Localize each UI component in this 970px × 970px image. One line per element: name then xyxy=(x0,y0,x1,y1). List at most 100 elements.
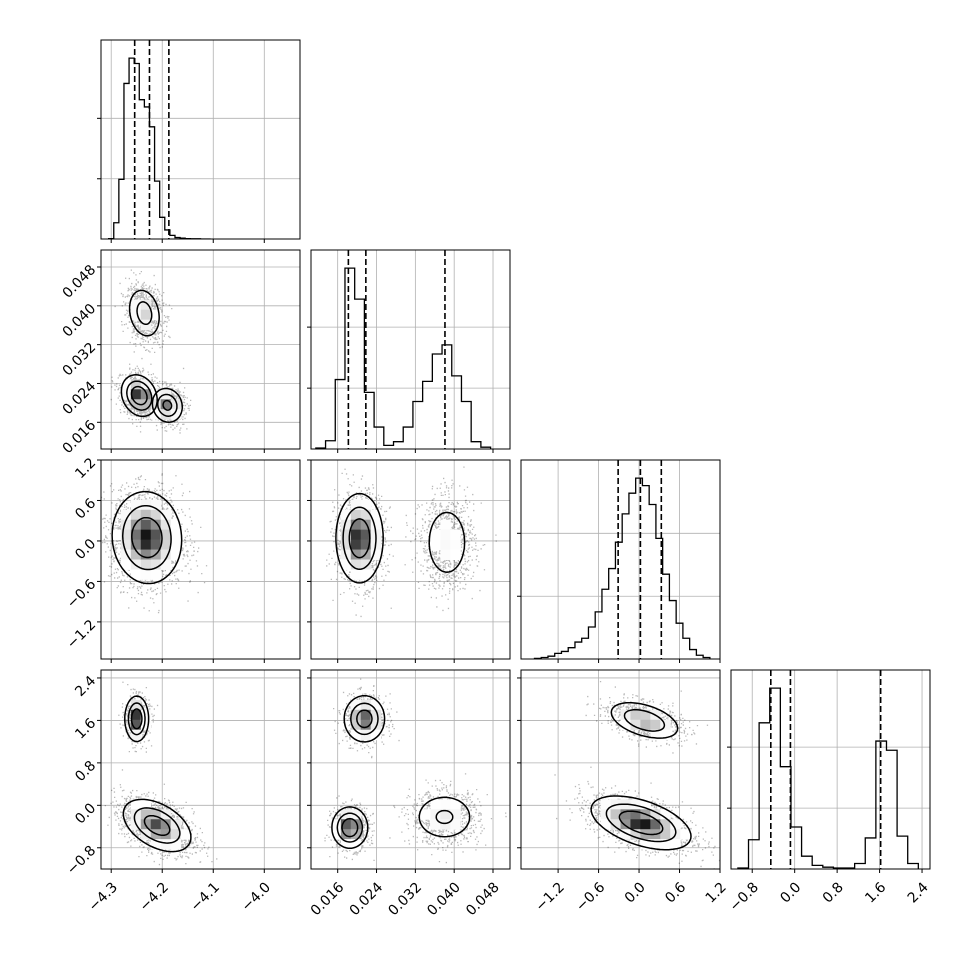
density-cell xyxy=(350,549,362,560)
density-panel-3-0: −0.8 0.0 0.8 1.6 2.4 −4.3 −4.2 −4.1 −4.0 xyxy=(64,669,301,915)
density-cell xyxy=(640,709,651,721)
histogram-bars xyxy=(533,477,711,659)
density-cell xyxy=(640,839,651,850)
y-tick-label: 0.032 xyxy=(60,340,100,380)
histogram-panel-3: −0.8 0.0 0.8 1.6 2.4 xyxy=(727,669,932,915)
y-tick-label: 2.4 xyxy=(72,673,99,700)
contour-line xyxy=(618,810,664,836)
density-cell xyxy=(660,809,671,820)
y-tick-label: 0.0 xyxy=(72,800,99,827)
density-cell xyxy=(120,519,132,531)
density-cell xyxy=(150,499,162,511)
density-cell xyxy=(670,819,681,830)
density-cell xyxy=(360,549,372,560)
contour-line xyxy=(335,492,384,584)
density-cell xyxy=(140,559,152,570)
x-tick-label: 1.2 xyxy=(703,879,730,906)
density-cell xyxy=(630,819,641,830)
density-cell xyxy=(140,539,152,551)
contour-line xyxy=(130,385,148,406)
density-cell xyxy=(640,819,651,830)
contour-line xyxy=(356,709,373,729)
density-cell xyxy=(150,809,162,820)
density-cell xyxy=(170,529,182,541)
density-cell xyxy=(140,809,152,820)
density-cell xyxy=(440,809,451,820)
density-cell xyxy=(430,809,441,820)
x-tick-label: 0.016 xyxy=(308,879,348,919)
density-cell xyxy=(170,819,182,830)
density-cell xyxy=(360,519,372,531)
density-cell xyxy=(130,539,142,551)
density-cell xyxy=(370,699,382,711)
x-tick-label: −4.1 xyxy=(188,879,223,914)
x-tick-label: −1.2 xyxy=(533,879,568,914)
density-cell xyxy=(360,559,372,570)
density-cell xyxy=(600,799,612,810)
density-cell xyxy=(350,829,362,840)
density-cell xyxy=(170,519,182,531)
contour-line xyxy=(336,812,364,843)
density-cell xyxy=(440,799,451,810)
density-cell xyxy=(160,559,172,570)
density-cell xyxy=(360,709,372,721)
density-cell xyxy=(330,829,342,840)
density-cell xyxy=(360,569,372,580)
histogram-bars xyxy=(315,267,492,449)
contour-line xyxy=(348,518,371,559)
x-tick-label: 0.8 xyxy=(820,879,847,906)
density-cell xyxy=(150,559,162,570)
panel-frame xyxy=(100,459,301,660)
x-tick-label: −0.6 xyxy=(573,879,608,914)
density-cell xyxy=(150,539,162,551)
panel-frame xyxy=(520,669,721,870)
density-cell xyxy=(340,829,352,840)
contour-line xyxy=(343,694,386,743)
density-cell xyxy=(640,799,651,810)
density-cell xyxy=(350,719,362,731)
panel-frame xyxy=(310,669,511,870)
density-cell xyxy=(350,699,362,711)
x-tick-label: 0.032 xyxy=(385,879,425,919)
density-cell xyxy=(360,499,372,511)
density-cell xyxy=(620,709,631,721)
density-cell xyxy=(350,519,362,531)
density-cell xyxy=(360,699,372,711)
density-cell xyxy=(340,839,352,850)
density-cell xyxy=(140,509,152,521)
density-cell xyxy=(340,509,352,521)
density-cell xyxy=(360,529,372,541)
density-cell xyxy=(130,499,142,511)
density-cell xyxy=(330,819,342,830)
x-tick-label: 0.0 xyxy=(622,879,649,906)
contour-line xyxy=(127,702,146,736)
panel-frame xyxy=(100,39,301,240)
density-cell xyxy=(670,839,681,850)
density-cell xyxy=(120,539,132,551)
density-cell xyxy=(150,569,162,580)
density-cell xyxy=(170,409,182,420)
density-cell xyxy=(160,549,172,560)
panel-frame xyxy=(730,669,931,870)
y-tick-label: −1.2 xyxy=(64,617,99,652)
contour-line xyxy=(418,796,471,838)
density-cell xyxy=(130,299,142,311)
density-cell xyxy=(140,709,152,721)
density-cell xyxy=(660,829,671,840)
density-cell xyxy=(130,509,142,521)
density-cell xyxy=(150,309,162,321)
density-cell xyxy=(650,809,661,820)
density-cell xyxy=(440,819,451,830)
x-tick-label: 2.4 xyxy=(905,879,932,906)
density-cell xyxy=(370,509,382,521)
density-panel-2-0: −1.2 −0.6 0.0 0.6 1.2 xyxy=(64,455,301,663)
density-cell xyxy=(610,809,621,820)
density-cell xyxy=(420,809,431,820)
density-cell xyxy=(350,529,362,541)
contour-line xyxy=(121,504,172,571)
density-cell xyxy=(660,729,671,741)
contour-line xyxy=(143,814,171,837)
density-cell xyxy=(350,559,362,570)
density-cell xyxy=(130,389,142,400)
